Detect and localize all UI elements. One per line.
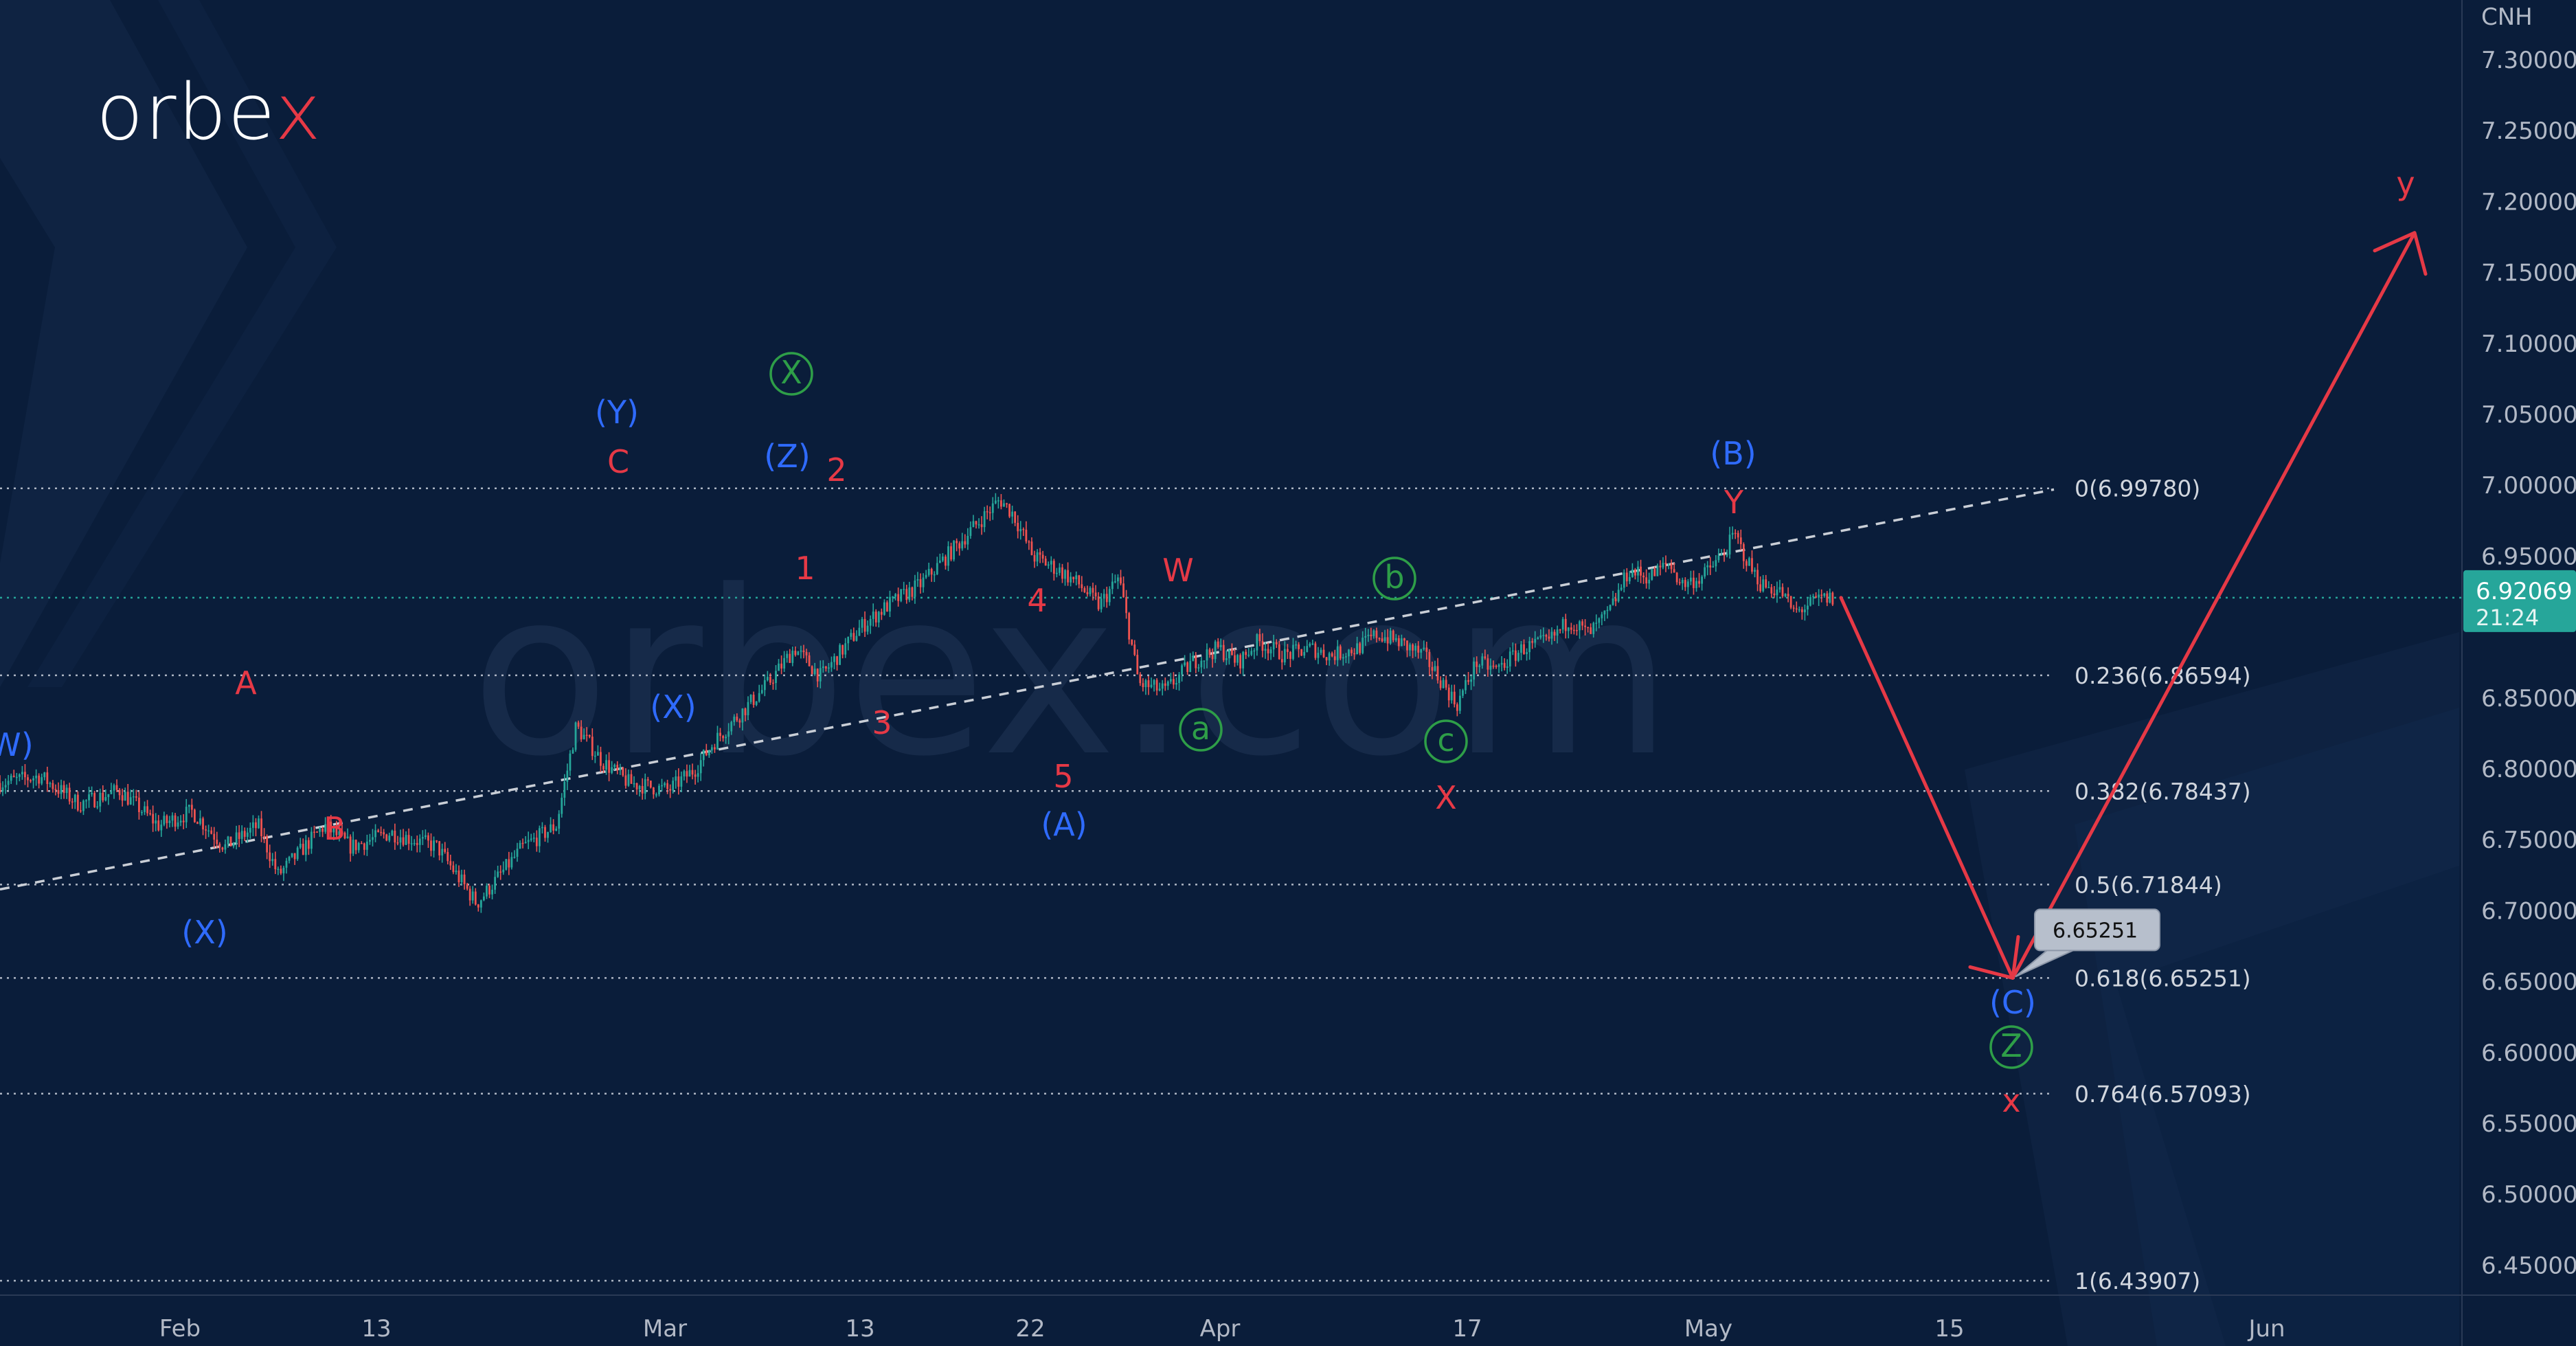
wave-circle-icon (1179, 708, 1223, 752)
svg-text:21:24: 21:24 (2476, 605, 2539, 631)
fib-level-label: 0(6.99780) (2075, 475, 2200, 502)
wave-label: 1 (795, 550, 815, 587)
candlestick-series (0, 493, 1834, 913)
svg-text:6.92069: 6.92069 (2476, 578, 2573, 605)
price-tick: 7.25000 (2481, 117, 2576, 145)
wave-label: 3 (872, 704, 892, 741)
wave-label: (X) (181, 914, 227, 951)
time-tick: Mar (643, 1315, 687, 1343)
fib-level-label: 0.5(6.71844) (2075, 871, 2222, 898)
wave-circle-icon (1424, 719, 1468, 763)
wave-label: x (2002, 1082, 2020, 1119)
price-tick: 7.30000 (2481, 47, 2576, 74)
price-tick: 7.10000 (2481, 330, 2576, 358)
fib-level-label: 0.236(6.86594) (2075, 662, 2251, 689)
price-tick: 6.75000 (2481, 827, 2576, 854)
fib-level-label: 0.382(6.78437) (2075, 778, 2251, 805)
time-tick: Feb (159, 1315, 201, 1343)
wave-label: (B) (1710, 435, 1756, 472)
fibonacci-retracement[interactable]: 0(6.99780) 0.236(6.86594) 0.382(6.78437) 0.… (0, 475, 2251, 1294)
time-tick: 17 (1452, 1315, 1482, 1343)
price-tick: 6.80000 (2481, 756, 2576, 783)
price-tick: 6.50000 (2481, 1181, 2576, 1209)
wave-label: 2 (826, 451, 846, 489)
symbol-label: CNH (2481, 3, 2533, 31)
wave-label: Y (1724, 484, 1744, 521)
fib-level-label: 1(6.43907) (2075, 1268, 2200, 1294)
price-tick: 6.60000 (2481, 1040, 2576, 1067)
arrow-head-icon (2373, 231, 2428, 276)
price-tick: 6.70000 (2481, 897, 2576, 925)
wave-label: a (1191, 710, 1210, 747)
logo-accent-x: x (275, 68, 322, 157)
wave-label: c (1437, 721, 1454, 759)
price-tick: 6.85000 (2481, 685, 2576, 713)
svg-text:6.65251: 6.65251 (2053, 919, 2138, 943)
price-tick: 6.95000 (2481, 543, 2576, 570)
target-price-callout: 6.65251 (2015, 908, 2160, 978)
time-tick: 13 (845, 1315, 874, 1343)
current-price-tag: 6.92069 21:24 (2463, 570, 2576, 632)
wave-labels: (W)(X)ABC(Y)(X)X(Z)12345(A)WabcXY(B)(C)Z… (0, 165, 2415, 1119)
price-tick: 6.55000 (2481, 1110, 2576, 1138)
price-tick: 7.15000 (2481, 260, 2576, 287)
price-tick: 6.65000 (2481, 969, 2576, 996)
wave-label: C (607, 443, 629, 480)
dashed-trendline[interactable] (0, 488, 2055, 891)
fib-level-label: 0.764(6.57093) (2075, 1081, 2251, 1108)
orbex-logo: orbex (96, 68, 322, 157)
wave-label: (Y) (595, 394, 639, 431)
time-axis[interactable]: Feb 13 Mar 13 22 Apr 17 May 15 Jun (159, 1315, 2285, 1343)
forecast-down-arrow (1839, 596, 2015, 980)
forecast-path[interactable] (1839, 231, 2428, 980)
wave-label: y (2396, 165, 2415, 202)
wave-label: A (235, 664, 257, 702)
time-tick: Apr (1200, 1315, 1241, 1343)
forecast-up-arrow (2011, 231, 2417, 980)
time-tick: 15 (1934, 1315, 1964, 1343)
wave-label: 4 (1027, 582, 1047, 619)
wave-label: Z (2000, 1027, 2022, 1064)
price-tick: 7.05000 (2481, 401, 2576, 429)
wave-label: W (1162, 552, 1193, 589)
wave-label: B (324, 810, 346, 847)
fib-level-label: 0.618(6.65251) (2075, 965, 2251, 991)
wave-label: 5 (1053, 758, 1073, 795)
wave-label: (W) (0, 726, 34, 763)
watermark: orbex.com (471, 542, 1672, 806)
wave-label: b (1384, 559, 1404, 596)
wave-circle-icon (1372, 557, 1416, 601)
wave-label: (C) (1989, 984, 2036, 1021)
price-tick: 7.20000 (2481, 188, 2576, 216)
wave-label: (Z) (764, 438, 810, 475)
price-tick: 6.45000 (2481, 1252, 2576, 1279)
wave-circle-icon (1989, 1025, 2033, 1069)
time-tick: 22 (1015, 1315, 1045, 1343)
wave-label: (A) (1041, 806, 1087, 843)
price-axis[interactable]: CNH 7.30000 7.25000 7.20000 7.15000 7.10000 7… (2481, 3, 2576, 1279)
wave-label: (X) (650, 688, 696, 726)
price-tick: 7.00000 (2481, 472, 2576, 500)
wave-label: X (1435, 779, 1457, 816)
time-tick: Jun (2247, 1315, 2285, 1343)
time-tick: 13 (361, 1315, 391, 1343)
wave-label: X (780, 354, 802, 391)
wave-circle-icon (769, 352, 813, 396)
time-tick: May (1684, 1315, 1732, 1343)
